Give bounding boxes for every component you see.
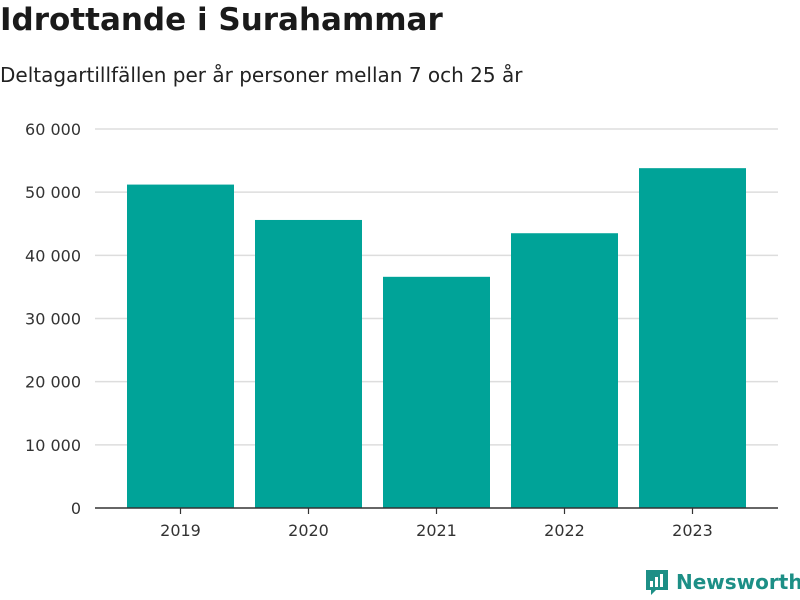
y-tick-label: 30 000 <box>25 310 81 329</box>
bar <box>127 184 234 508</box>
x-tick-label: 2022 <box>544 521 585 540</box>
chart-title: Idrottande i Surahammar <box>0 2 443 38</box>
y-tick-label: 0 <box>71 499 81 518</box>
y-tick-label: 20 000 <box>25 373 81 392</box>
bar <box>383 276 490 508</box>
bar <box>511 233 618 508</box>
brand-name: Newsworthy <box>676 570 800 594</box>
x-tick-label: 2023 <box>672 521 713 540</box>
bar <box>255 219 362 508</box>
y-tick-label: 60 000 <box>25 120 81 139</box>
x-tick-label: 2021 <box>416 521 457 540</box>
chart-subtitle: Deltagartillfällen per år personer mella… <box>0 63 523 87</box>
y-tick-label: 50 000 <box>25 183 81 202</box>
x-tick-label: 2020 <box>288 521 329 540</box>
y-tick-label: 40 000 <box>25 246 81 265</box>
bar <box>639 168 746 508</box>
brand-logo: Newsworthy <box>644 568 800 596</box>
y-tick-label: 10 000 <box>25 436 81 455</box>
newsworthy-logo-icon <box>646 570 668 595</box>
x-tick-label: 2019 <box>160 521 201 540</box>
